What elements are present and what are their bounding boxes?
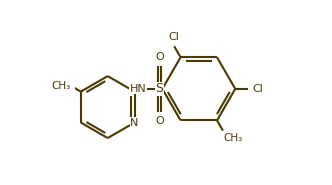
Text: Cl: Cl	[253, 84, 263, 94]
Text: CH₃: CH₃	[51, 81, 70, 91]
Text: O: O	[155, 51, 164, 62]
Text: Cl: Cl	[169, 32, 180, 42]
Text: CH₃: CH₃	[224, 133, 243, 143]
Text: O: O	[155, 116, 164, 126]
Text: N: N	[130, 117, 139, 128]
Text: S: S	[156, 82, 164, 95]
Text: HN: HN	[129, 84, 146, 94]
